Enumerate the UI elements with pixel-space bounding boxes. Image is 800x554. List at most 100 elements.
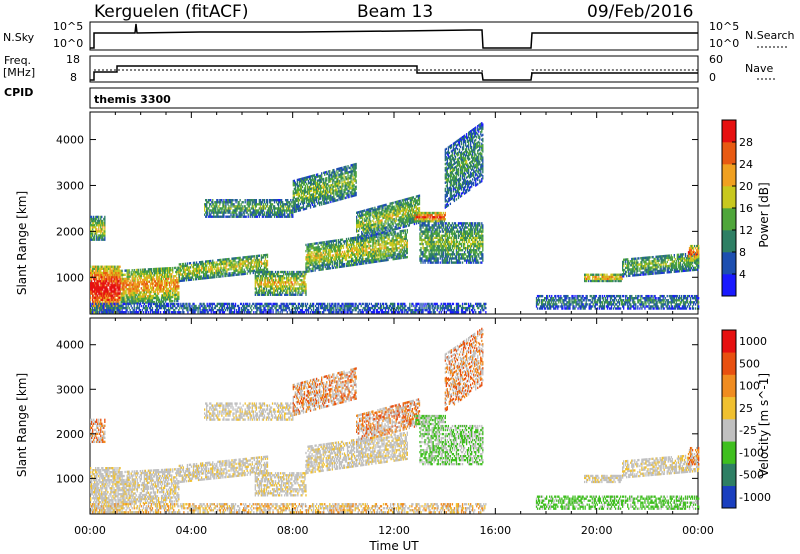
- power-cell: [164, 267, 167, 270]
- power-cell: [208, 266, 210, 269]
- power-cell: [103, 267, 105, 270]
- power-cell: [317, 254, 319, 257]
- power-cell: [240, 211, 242, 214]
- power-cell: [149, 297, 152, 300]
- power-cell: [280, 270, 282, 274]
- power-cell: [325, 249, 327, 252]
- power-cell: [106, 277, 108, 281]
- power-cell: [128, 269, 130, 272]
- power-cell: [101, 294, 103, 297]
- power-cell: [198, 269, 201, 272]
- power-cell: [143, 293, 146, 296]
- power-cell: [249, 255, 251, 258]
- power-cell: [272, 283, 275, 286]
- power-cell: [235, 273, 237, 276]
- power-cell: [98, 267, 100, 270]
- power-cell: [271, 209, 274, 212]
- power-cell: [122, 296, 124, 299]
- power-cell: [103, 286, 105, 289]
- power-cell: [246, 264, 248, 267]
- power-cell: [370, 244, 372, 248]
- power-cell: [239, 264, 241, 268]
- power-cell: [114, 286, 116, 289]
- power-cell: [328, 248, 330, 252]
- power-cell: [272, 289, 275, 292]
- power-cell: [146, 270, 149, 273]
- power-cell: [206, 198, 208, 202]
- power-cell: [312, 259, 314, 262]
- power-cell: [108, 265, 110, 268]
- power-cell: [381, 245, 383, 248]
- power-cell: [197, 275, 200, 279]
- power-cell: [92, 288, 94, 291]
- power-cell: [179, 273, 181, 276]
- power-cell: [244, 264, 246, 267]
- power-cell: [168, 275, 170, 278]
- power-cell: [258, 258, 261, 262]
- power-cell: [247, 215, 249, 218]
- power-cell: [348, 243, 351, 247]
- power-cell: [290, 291, 292, 294]
- power-cell: [223, 260, 225, 263]
- power-cell: [98, 288, 100, 291]
- power-cell: [289, 205, 291, 208]
- power-cell: [246, 255, 248, 259]
- power-cell: [314, 265, 316, 268]
- power-cell: [226, 270, 228, 273]
- power-cell: [321, 266, 323, 269]
- power-cell: [342, 182, 344, 186]
- power-cell: [280, 279, 282, 282]
- power-cell: [101, 298, 103, 301]
- power-cell: [192, 263, 195, 267]
- power-cell: [327, 250, 329, 254]
- power-cell: [301, 287, 303, 290]
- power-cell: [170, 287, 172, 291]
- power-cell: [318, 258, 320, 261]
- power-cell: [347, 260, 350, 263]
- power-cell: [219, 260, 221, 264]
- power-cell: [292, 213, 294, 216]
- power-cell: [239, 271, 241, 274]
- power-cell: [211, 268, 213, 271]
- power-cell: [328, 254, 330, 258]
- power-cell: [94, 284, 96, 287]
- nave-label: Nave: [745, 62, 774, 75]
- power-cell: [324, 259, 326, 262]
- power-cell: [106, 267, 108, 270]
- power-cell: [312, 267, 314, 270]
- power-cell: [245, 258, 247, 261]
- power-cell: [347, 262, 350, 265]
- power-cell: [230, 261, 232, 265]
- power-cell: [324, 257, 326, 260]
- power-cell: [259, 270, 262, 274]
- power-cell: [95, 298, 97, 301]
- power-cell: [157, 280, 160, 283]
- power-cell: [195, 263, 198, 266]
- power-cell: [124, 277, 126, 281]
- power-cell: [318, 254, 320, 257]
- power-cell: [144, 301, 147, 304]
- power-cell: [115, 282, 117, 285]
- power-cell: [186, 272, 189, 276]
- power-cell: [272, 279, 275, 282]
- power-cell: [230, 274, 232, 277]
- power-cell: [307, 259, 309, 263]
- power-cell: [263, 291, 266, 294]
- power-cell: [150, 294, 153, 298]
- power-cell: [278, 277, 281, 280]
- power-cell: [188, 276, 191, 279]
- power-cell: [175, 283, 177, 286]
- power-cell: [109, 269, 111, 273]
- power-cell: [205, 268, 207, 272]
- power-cell: [114, 290, 116, 293]
- power-cell: [341, 261, 344, 264]
- power-cell: [110, 273, 112, 277]
- power-cell: [286, 277, 288, 280]
- power-cell: [245, 266, 247, 269]
- power-cell: [293, 270, 295, 274]
- power-cell: [345, 246, 348, 249]
- power-cell: [164, 296, 167, 299]
- power-cell: [130, 287, 132, 291]
- power-cell: [224, 262, 226, 265]
- power-cell: [148, 299, 151, 302]
